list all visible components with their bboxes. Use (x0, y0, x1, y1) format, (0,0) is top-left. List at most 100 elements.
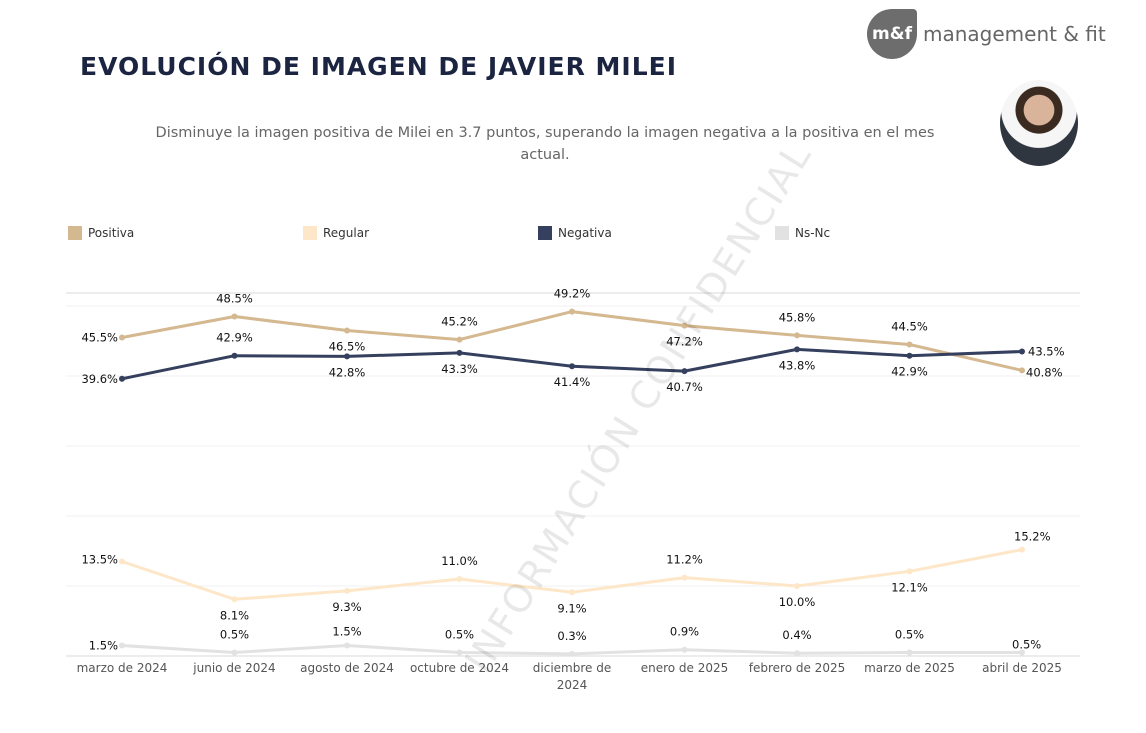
data-point (344, 327, 350, 334)
data-label: 0.5% (1012, 638, 1041, 652)
data-point (906, 568, 913, 575)
data-label: 11.2% (666, 553, 703, 567)
data-point (681, 368, 688, 375)
data-label: 42.9% (891, 365, 928, 379)
legend-swatch (538, 226, 552, 240)
data-point (344, 642, 350, 649)
data-label: 13.5% (81, 553, 118, 567)
x-tick-label: diciembre de 2024 (533, 661, 611, 692)
data-label: 42.8% (329, 365, 366, 379)
data-label: 15.2% (1014, 530, 1051, 544)
data-point (1019, 546, 1025, 553)
data-label: 39.6% (81, 372, 118, 386)
legend-regular: Regular (303, 226, 369, 240)
logo-text: management & fit (923, 22, 1106, 46)
data-label: 0.5% (220, 628, 249, 642)
data-label: 0.9% (670, 625, 699, 639)
data-label: 45.2% (441, 315, 478, 329)
subtitle: Disminuye la imagen positiva de Milei en… (155, 125, 935, 163)
data-point (681, 646, 688, 653)
data-label: 46.5% (329, 340, 366, 354)
data-point (119, 334, 125, 341)
data-point (231, 313, 238, 320)
data-point (456, 649, 463, 656)
legend-label: Ns-Nc (795, 226, 831, 240)
portrait-photo (1000, 80, 1078, 166)
data-label: 9.3% (332, 600, 361, 614)
logo-badge: m&f (867, 9, 917, 59)
data-label: 0.5% (445, 628, 474, 642)
x-tick-label: marzo de 2024 (77, 661, 168, 675)
legend-negativa: Negativa (538, 226, 612, 240)
legend-swatch (303, 226, 317, 240)
legend-label: Negativa (558, 226, 612, 240)
x-tick-label: junio de 2024 (192, 661, 275, 675)
data-point (456, 336, 463, 343)
data-point (794, 650, 800, 657)
data-label: 10.0% (779, 595, 816, 609)
data-label: 45.8% (779, 310, 816, 324)
data-point (456, 349, 463, 356)
data-point (569, 650, 575, 657)
data-label: 44.5% (891, 320, 928, 334)
data-label: 42.9% (216, 331, 253, 345)
data-label: 0.5% (895, 628, 924, 642)
legend-label: Regular (323, 226, 370, 240)
data-label: 43.8% (779, 358, 816, 372)
data-label: 48.5% (216, 292, 253, 306)
data-label: 1.5% (332, 625, 361, 639)
data-point (231, 649, 238, 656)
x-tick-label: febrero de 2025 (749, 661, 845, 675)
data-label: 9.1% (557, 601, 586, 615)
data-point (1019, 367, 1025, 374)
data-label: 40.8% (1026, 365, 1063, 379)
legend-swatch (775, 226, 789, 240)
data-label: 0.4% (782, 628, 811, 642)
data-label: 49.2% (554, 287, 591, 301)
x-tick-label: agosto de 2024 (300, 661, 394, 675)
data-label: 41.4% (554, 375, 591, 389)
data-label: 43.5% (1028, 345, 1065, 359)
data-point (906, 341, 913, 348)
data-point (906, 649, 913, 656)
data-point (681, 322, 688, 329)
x-tick-label: marzo de 2025 (864, 661, 955, 675)
data-point (344, 353, 350, 360)
data-point (569, 308, 575, 315)
data-point (119, 558, 125, 565)
x-tick-label: enero de 2025 (641, 661, 729, 675)
data-point (1019, 649, 1025, 656)
data-label: 43.3% (441, 362, 478, 376)
x-tick-label: octubre de 2024 (410, 661, 509, 675)
data-point (569, 363, 575, 370)
x-tick-label: abril de 2025 (982, 661, 1062, 675)
data-label: 12.1% (891, 580, 928, 594)
data-point (794, 346, 800, 353)
data-label: 1.5% (89, 639, 118, 653)
data-point (1019, 348, 1025, 355)
data-point (794, 332, 800, 339)
data-point (906, 352, 913, 359)
data-label: 45.5% (81, 331, 118, 345)
data-point (794, 583, 800, 589)
data-point (344, 587, 350, 594)
data-label: 8.1% (220, 608, 249, 622)
data-point (119, 375, 125, 382)
data-point (681, 574, 688, 581)
series-line-positiva (121, 310, 1023, 372)
legend-label: Positiva (88, 226, 135, 240)
data-label: 40.7% (666, 380, 703, 394)
data-label: 0.3% (557, 629, 586, 643)
legend-swatch (68, 226, 82, 240)
data-point (231, 352, 238, 359)
data-label: 11.0% (441, 554, 478, 568)
data-point (119, 642, 125, 649)
data-point (569, 589, 575, 596)
legend-positiva: Positiva (68, 226, 134, 240)
legend-nsnc: Ns-Nc (775, 226, 830, 240)
company-logo: m&f management & fit (867, 9, 1106, 59)
data-point (231, 596, 238, 603)
data-point (456, 576, 463, 582)
